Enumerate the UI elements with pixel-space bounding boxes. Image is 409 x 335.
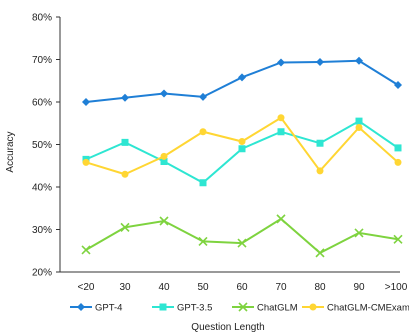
legend-item: ChatGLM-CMExam <box>302 303 409 314</box>
x-tick-label: 80 <box>314 282 326 293</box>
data-point <box>122 139 129 146</box>
x-tick-label: <20 <box>78 282 95 293</box>
x-tick-label: 50 <box>197 282 209 293</box>
x-tick-label: 90 <box>353 282 365 293</box>
x-axis-label: Question Length <box>191 322 264 333</box>
y-axis: 20% 30% 40% 50% 60% 70% 80% <box>32 13 60 279</box>
data-point <box>316 58 324 66</box>
y-tick-label: 80% <box>32 13 52 24</box>
legend-item: GPT-3.5 <box>152 303 212 314</box>
series-chatglm <box>82 215 402 257</box>
data-point <box>278 128 285 135</box>
y-tick-label: 20% <box>32 268 52 279</box>
legend-label: GPT-4 <box>95 303 122 314</box>
data-point <box>278 114 285 121</box>
data-point <box>356 124 363 131</box>
x-tick-label: 60 <box>236 282 248 293</box>
legend-label: ChatGLM-CMExam <box>327 303 409 314</box>
data-point <box>82 98 90 106</box>
data-point <box>199 93 207 101</box>
data-point <box>161 153 168 160</box>
series-gpt-4 <box>82 57 402 106</box>
data-point <box>239 138 246 145</box>
x-tick-label: 40 <box>158 282 170 293</box>
data-point <box>277 215 285 223</box>
series-gpt-3-5 <box>83 118 402 187</box>
series-lines <box>82 57 402 257</box>
data-point <box>317 167 324 174</box>
data-point <box>317 140 324 147</box>
data-point <box>160 304 167 311</box>
data-point <box>122 171 129 178</box>
series-line <box>86 219 398 253</box>
data-point <box>316 249 324 257</box>
data-point <box>356 118 363 125</box>
data-point <box>121 94 129 102</box>
data-point <box>200 128 207 135</box>
x-tick-label: 70 <box>275 282 287 293</box>
y-axis-label: Accuracy <box>5 131 16 172</box>
legend-label: ChatGLM <box>257 303 298 314</box>
data-point <box>82 246 90 254</box>
series-line <box>86 61 398 102</box>
legend: GPT-4 GPT-3.5 ChatGLM ChatGLM-CMExam <box>70 303 409 314</box>
data-point <box>395 144 402 151</box>
y-tick-label: 70% <box>32 55 52 66</box>
data-point <box>239 145 246 152</box>
data-point <box>77 303 85 311</box>
data-point <box>395 159 402 166</box>
y-tick-label: 60% <box>32 98 52 109</box>
x-tick-label: 30 <box>119 282 131 293</box>
y-tick-label: 50% <box>32 140 52 151</box>
data-point <box>200 179 207 186</box>
legend-item: ChatGLM <box>232 303 298 314</box>
data-point <box>277 58 285 66</box>
legend-label: GPT-3.5 <box>177 303 212 314</box>
data-point <box>160 90 168 98</box>
x-axis: <20 30 40 50 60 70 80 90 >100 <box>60 272 408 293</box>
data-point <box>310 304 317 311</box>
data-point <box>238 73 246 81</box>
data-point <box>83 159 90 166</box>
y-tick-label: 40% <box>32 183 52 194</box>
x-tick-label: >100 <box>385 282 408 293</box>
legend-item: GPT-4 <box>70 303 122 314</box>
y-tick-label: 30% <box>32 225 52 236</box>
